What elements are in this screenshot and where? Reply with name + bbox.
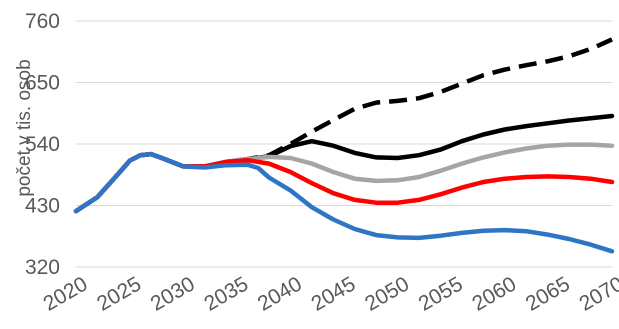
series-line-4 bbox=[73, 151, 615, 214]
y-axis-label: počet v tis. osob bbox=[14, 59, 35, 196]
x-tick-label: 2030 bbox=[147, 272, 199, 315]
y-tick-label: 430 bbox=[25, 195, 60, 218]
x-tick-label: 2060 bbox=[468, 272, 520, 315]
x-tick-label: 2035 bbox=[200, 272, 252, 315]
x-tick-label: 2025 bbox=[93, 272, 145, 315]
series-line-5 bbox=[73, 151, 615, 254]
y-axis-tick-labels: 320 430 540 650 760 bbox=[25, 10, 60, 279]
y-tick-label: 540 bbox=[25, 133, 60, 156]
x-tick-label: 2040 bbox=[254, 272, 306, 315]
x-tick-label: 2065 bbox=[522, 272, 574, 315]
y-tick-label: 320 bbox=[25, 256, 60, 279]
y-tick-label: 760 bbox=[25, 10, 60, 33]
y-tick-label: 650 bbox=[25, 72, 60, 95]
x-tick-label: 2070 bbox=[576, 272, 619, 315]
x-tick-label: 2055 bbox=[415, 272, 467, 315]
x-axis-tick-labels: 2020 2025 2030 2035 2040 2045 2050 2055 2060 2065… bbox=[40, 272, 619, 315]
gridlines bbox=[76, 20, 612, 268]
x-tick-label: 2045 bbox=[308, 272, 360, 315]
x-tick-label: 2050 bbox=[361, 272, 413, 315]
series-lines bbox=[73, 37, 615, 254]
